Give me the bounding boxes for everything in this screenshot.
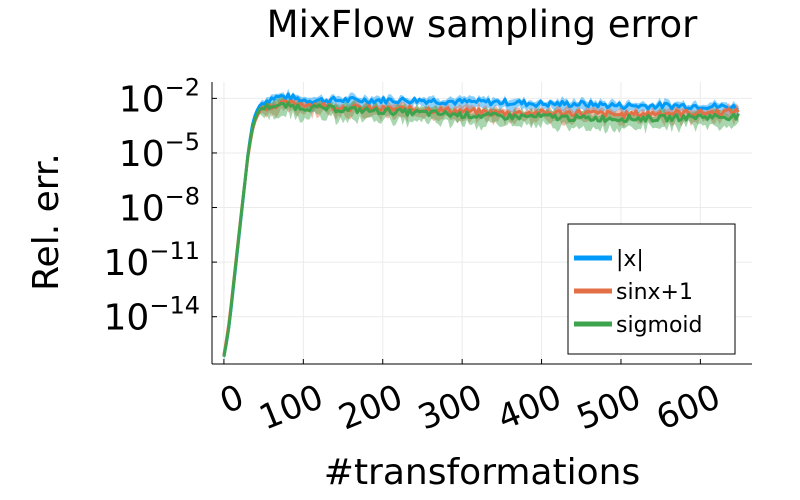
x-tick-label: 200 [333, 377, 408, 438]
y-tick-labels: 10−2 10−5 10−8 10−11 10−14 [104, 73, 200, 338]
y-tick-label: 10−14 [104, 292, 200, 339]
series-line-0 [222, 92, 739, 357]
axes [211, 82, 752, 365]
legend: |x| sinx+1 sigmoid [567, 223, 736, 355]
series-band-2 [223, 96, 739, 361]
legend-label-0: |x| [616, 247, 644, 272]
y-tick-label: 10−11 [104, 237, 200, 284]
grid [212, 82, 752, 364]
legend-label-2: sigmoid [616, 313, 703, 338]
chart-title: MixFlow sampling error [267, 3, 698, 46]
legend-label-1: sinx+1 [616, 280, 693, 305]
series-line-2 [222, 101, 740, 357]
x-tick-label: 500 [571, 377, 646, 438]
y-tick-label: 10−8 [119, 183, 200, 230]
x-tick-label: 100 [254, 377, 329, 438]
x-tick-label: 300 [413, 377, 488, 438]
series-lines [222, 92, 740, 357]
x-axis-label: #transformations [324, 452, 640, 493]
x-tick-label: 0 [215, 377, 250, 422]
series-bands [223, 88, 739, 361]
y-axis-label: Rel. err. [26, 153, 67, 291]
series-line-1 [222, 99, 740, 356]
x-tick-labels: 0 100 200 300 400 500 600 [215, 377, 727, 438]
y-tick-label: 10−5 [119, 128, 200, 175]
y-tick-label: 10−2 [119, 73, 200, 120]
x-tick-label: 400 [492, 377, 567, 438]
x-tick-label: 600 [651, 377, 726, 438]
